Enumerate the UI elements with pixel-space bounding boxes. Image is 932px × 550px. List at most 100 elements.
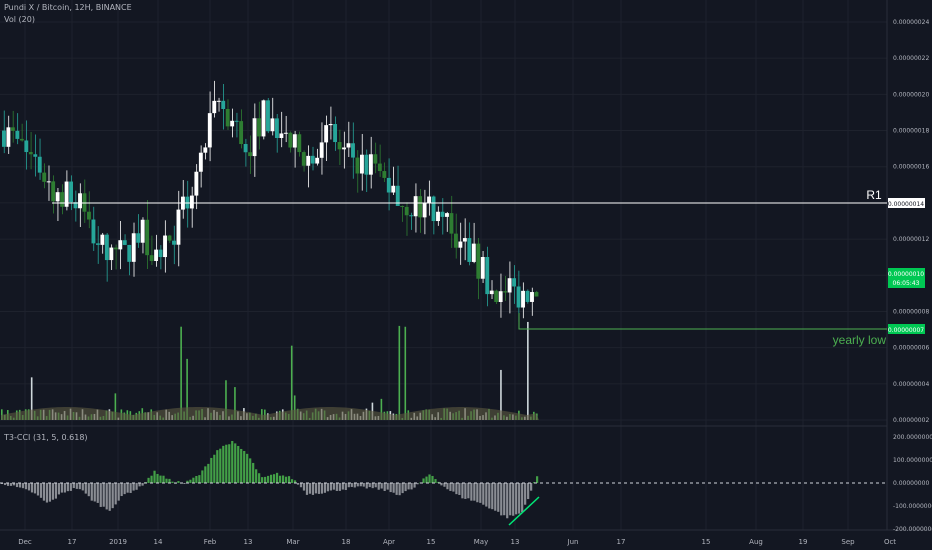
cci-axis[interactable]: 200.00000000 100.00000000 0.00000000 -100.0… [893,434,932,533]
cci-bar [476,483,479,503]
candle-body [306,155,311,166]
candle-body [476,243,481,279]
candle-body [145,219,150,256]
cci-bar [9,483,13,486]
cci-bar [75,483,78,489]
cci-bar [234,443,237,483]
cci-bar [434,479,437,483]
cci-bar [380,483,383,489]
cci-bar [57,483,60,495]
cci-bar [114,483,117,505]
cci-bar [281,475,285,483]
cci-bar [506,483,509,519]
candle-body [131,233,136,262]
cci-bar [359,483,362,487]
cci-bar [252,462,255,483]
cci-bar [192,477,195,483]
price-tick-label: 0.00000006 [893,345,929,352]
candle-body [368,154,373,175]
cci-bar [515,483,518,515]
cci-bar [201,470,204,483]
time-axis[interactable]: Dec 17 2019 14 Feb 13 Mar 18 Apr 15 May 13 Jun 17 15 Au… [18,538,896,546]
cci-bar [153,470,156,483]
candle-body [418,196,423,218]
price-axis[interactable]: 0.00000024 0.00000022 0.00000020 0.00000018… [893,19,929,424]
yearly-low-line[interactable] [518,313,887,330]
candle-body [189,195,194,209]
time-tick-label: 15 [427,538,436,546]
cci-bar [243,450,246,483]
cci-bar [311,483,315,495]
cci-bar [225,444,228,483]
cci-bar [437,481,440,483]
candle-body [2,130,6,147]
candle-body [87,211,91,220]
r1-price-badge-text: 0.00000014 [888,201,924,208]
cci-bar [6,483,10,486]
cci-bar [431,475,434,483]
grid [0,0,887,530]
cci-bar [123,483,126,495]
cci-trend-line[interactable] [508,496,540,526]
candle-body [288,132,293,148]
candle-body [158,249,163,258]
cci-bar [344,483,347,490]
candle-body [525,290,530,302]
volume-bar [380,398,383,420]
cci-bar [413,483,416,488]
cci-bar [407,483,410,490]
volume-bar [30,377,33,420]
candle-body [453,233,458,248]
candle-body [136,233,141,243]
cci-bar [33,483,37,494]
candle-body [494,290,499,303]
volume-bar [527,321,529,420]
time-tick-label: Jun [567,538,579,546]
yearly-low-badge-text: 0.00000007 [888,327,924,334]
cci-bar [246,453,249,483]
time-tick-label: Dec [18,538,32,546]
cci-bar [521,483,524,513]
candle-body [431,196,436,222]
cci-bar [156,473,159,483]
yearly-low-label: yearly low [833,333,887,347]
volume-bar [234,387,236,420]
cci-bar [272,474,276,483]
candle-body [10,127,15,131]
candle-body [203,147,208,153]
time-tick-label: May [474,538,488,546]
cci-bar [204,466,207,483]
candle-body [355,157,360,174]
cci-bar [536,476,539,483]
cci-bar [258,473,261,483]
cci-bar [524,483,527,505]
candle-body [436,211,440,222]
cci-tick-label: 200.00000000 [893,434,932,441]
candle-body [400,205,405,207]
cci-bar [261,477,264,483]
candle-body [270,118,275,132]
volume-bar [261,409,263,420]
cci-bar [42,483,46,501]
candle-body [382,171,387,178]
candle-body [243,144,248,153]
candle-body [328,123,333,126]
price-tick-label: 0.00000020 [893,91,929,98]
time-tick-label: 13 [511,538,520,546]
volume-bar [398,325,401,420]
cci-bar [473,483,476,501]
cci-bar [177,481,180,483]
candles [2,80,539,322]
cci-tick-label: 100.00000000 [893,457,932,464]
cci-bar [30,483,34,493]
cci-bar [299,483,303,488]
cci-bar [323,483,326,493]
cci-bar [255,469,258,483]
cci-bar [231,440,234,483]
cci-bar [207,463,210,483]
candle-body [458,241,463,248]
cci-bar [530,483,533,491]
candle-body [24,140,29,153]
cci-bar [395,483,398,495]
